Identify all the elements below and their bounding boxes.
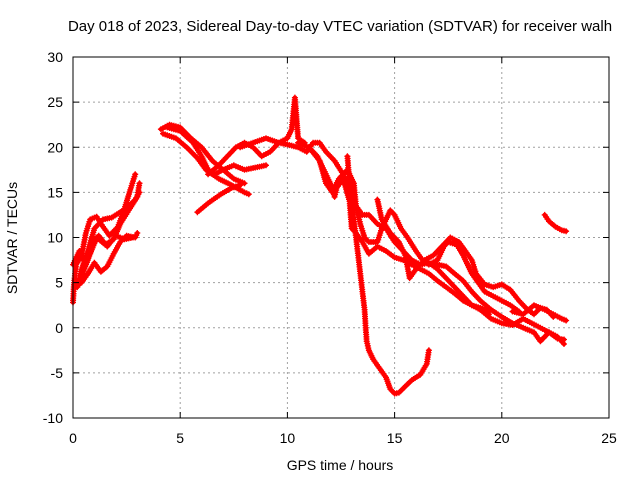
y-tick-label: 10	[47, 230, 63, 246]
y-tick-label: 25	[47, 94, 63, 110]
y-tick-label: -10	[43, 410, 63, 426]
axis-ticks: 0 5 10 15 20 25 -10 -5 0 5 10 15 20 25 30	[43, 49, 617, 446]
x-tick-label: 0	[69, 430, 77, 446]
series-markers	[205, 94, 308, 178]
series-markers	[434, 261, 567, 347]
y-tick-label: 15	[47, 184, 63, 200]
chart-title: Day 018 of 2023, Sidereal Day-to-day VTE…	[68, 18, 612, 35]
x-tick-label: 20	[494, 430, 510, 446]
x-tick-label: 15	[387, 430, 403, 446]
series-markers	[194, 182, 244, 216]
y-tick-label: -5	[51, 365, 64, 381]
series-markers	[477, 306, 567, 343]
series-markers	[541, 211, 570, 235]
y-tick-label: 20	[47, 139, 63, 155]
y-tick-label: 30	[47, 49, 63, 65]
series-arc-11	[237, 135, 492, 317]
series-markers	[295, 139, 492, 315]
x-tick-label: 10	[280, 430, 296, 446]
series-markers	[509, 302, 570, 324]
data-series	[70, 94, 570, 397]
y-tick-label: 0	[55, 320, 63, 336]
y-axis-label: SDTVAR / TECUs	[4, 182, 20, 294]
series-arc-12	[295, 140, 492, 314]
x-tick-label: 5	[176, 430, 184, 446]
x-tick-label: 25	[601, 430, 617, 446]
x-axis-label: GPS time / hours	[287, 457, 394, 473]
grid	[73, 57, 609, 418]
y-tick-label: 5	[55, 275, 63, 291]
series-markers	[344, 153, 432, 397]
